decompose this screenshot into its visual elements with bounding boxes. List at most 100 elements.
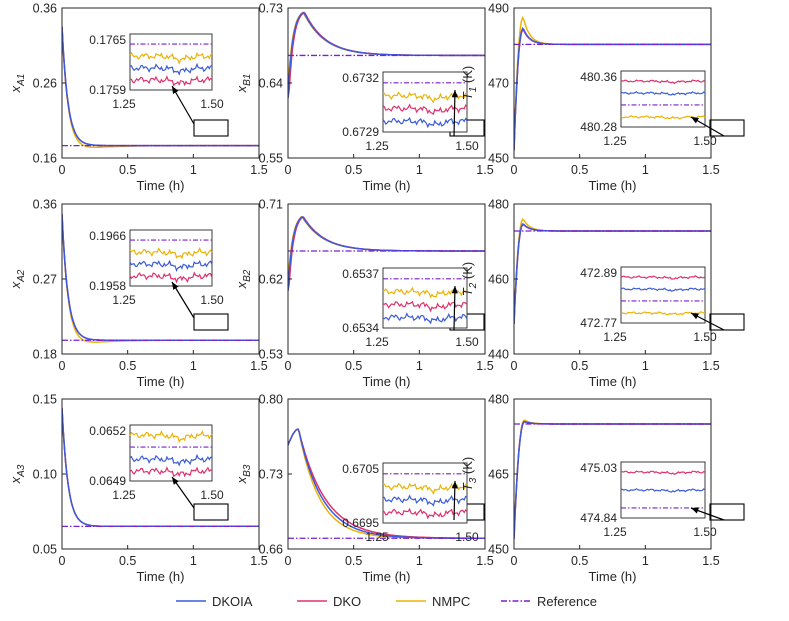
inset-x-tick-right: 1.50 — [455, 139, 479, 153]
zoom-box — [193, 503, 229, 521]
inset-line-DKO — [129, 271, 213, 284]
x-tick-label: 0 — [285, 359, 292, 373]
inset-T3: 475.03 474.841.25 1.50 — [580, 461, 717, 539]
inset-y-tick-top: 0.6732 — [342, 71, 379, 85]
series-group — [62, 26, 259, 149]
zoom-arrow-head — [691, 117, 699, 124]
x-tick-label: 1 — [416, 554, 423, 568]
series-group — [288, 215, 485, 291]
x-axis-label: Time (h) — [137, 374, 185, 389]
y-label-main: x — [234, 85, 249, 93]
x-tick-label: 0 — [511, 163, 518, 177]
y-label-main: x — [8, 476, 23, 484]
y-label-unit: (K) — [460, 262, 475, 283]
zoom-box — [193, 313, 229, 331]
inset-line-DKO — [129, 466, 213, 478]
x-tick-label: 1 — [642, 163, 649, 177]
inset-line-DKO — [620, 79, 706, 85]
x-tick-label: 0 — [285, 554, 292, 568]
legend: DKOIA DKO NMPC Reference — [176, 594, 597, 609]
series-group — [514, 218, 711, 325]
inset-y-tick-top: 0.6705 — [342, 462, 379, 476]
series-group — [288, 428, 485, 540]
inset-y-tick-bottom: 472.77 — [580, 316, 617, 330]
y-tick-label: 450 — [488, 543, 509, 557]
y-tick-label: 0.27 — [33, 273, 57, 287]
x-tick-label: 1.5 — [702, 163, 719, 177]
inset-x-tick-right: 1.50 — [693, 330, 717, 344]
zoom-arrow-head — [451, 286, 458, 294]
x-tick-label: 0 — [59, 163, 66, 177]
inset-line-DKO — [382, 103, 468, 116]
x-tick-label: 1.5 — [702, 554, 719, 568]
inset-y-tick-bottom: 0.6534 — [342, 321, 379, 335]
inset-x-tick-right: 1.50 — [200, 293, 224, 307]
y-tick-label: 0.66 — [259, 543, 283, 557]
y-tick-label: 0.73 — [259, 468, 283, 482]
inset-x-tick-left: 1.25 — [603, 525, 627, 539]
inset-y-tick-bottom: 0.1958 — [89, 279, 126, 293]
inset-line-NMPC — [129, 246, 213, 260]
y-axis-label: xB3 — [234, 464, 253, 484]
x-tick-label: 0.5 — [119, 554, 136, 568]
inset-line-DKOIA — [382, 116, 468, 129]
inset-x-tick-right: 1.50 — [455, 335, 479, 349]
inset-line-DKO — [382, 507, 468, 520]
series-group — [62, 407, 259, 528]
y-tick-label: 0.62 — [259, 273, 283, 287]
y-label-sub: B1 — [242, 74, 253, 86]
inset-y-tick-bottom: 480.28 — [580, 120, 617, 134]
zoom-arrow-head — [451, 90, 458, 98]
x-tick-label: 0.5 — [571, 163, 588, 177]
inset-y-tick-bottom: 0.6695 — [342, 516, 379, 530]
x-tick-label: 0 — [511, 359, 518, 373]
series-group — [288, 11, 485, 99]
inset-x-tick-right: 1.50 — [455, 530, 479, 544]
inset-y-tick-top: 0.1765 — [89, 33, 126, 47]
y-label-unit: (K) — [460, 66, 475, 87]
y-axis-label: xB2 — [234, 269, 253, 289]
y-axis-label: xA3 — [8, 464, 27, 484]
x-axis-label: Time (h) — [589, 178, 637, 193]
y-tick-label: 0.71 — [259, 198, 283, 212]
y-tick-label: 0.10 — [33, 468, 57, 482]
x-tick-label: 0.5 — [119, 359, 136, 373]
y-tick-label: 0.15 — [33, 393, 57, 407]
inset-x-tick-right: 1.50 — [200, 97, 224, 111]
y-label-main: T — [460, 287, 475, 296]
inset-line-DKOIA — [620, 287, 706, 292]
x-tick-label: 1.5 — [702, 359, 719, 373]
zoom-arrow-head — [172, 86, 179, 94]
y-tick-label: 0.80 — [259, 393, 283, 407]
y-tick-label: 0.05 — [33, 543, 57, 557]
legend-label-NMPC: NMPC — [432, 594, 470, 609]
legend-label-DKOIA: DKOIA — [212, 594, 253, 609]
y-axis-label: T1 (K) — [460, 66, 479, 100]
inset-line-DKO — [129, 75, 213, 87]
inset-line-DKO — [620, 470, 706, 475]
y-axis-label: xA1 — [8, 74, 27, 94]
inset-x-tick-right: 1.50 — [693, 525, 717, 539]
y-label-main: T — [460, 91, 475, 100]
inset-line-NMPC — [129, 51, 213, 65]
inset-x-tick-right: 1.50 — [200, 488, 224, 502]
series-group — [62, 213, 259, 343]
inset-line-DKO — [620, 275, 706, 280]
x-axis-label: Time (h) — [363, 569, 411, 584]
inset-box — [382, 267, 468, 329]
inset-x-tick-left: 1.25 — [365, 530, 389, 544]
inset-y-tick-top: 472.89 — [580, 266, 617, 280]
y-tick-label: 0.18 — [33, 348, 57, 362]
x-axis-label: Time (h) — [363, 178, 411, 193]
panel-T3: 0 0.5 1 1.5 Time (h) 450 465 480 T3 (K) 475.03 474… — [460, 393, 745, 584]
